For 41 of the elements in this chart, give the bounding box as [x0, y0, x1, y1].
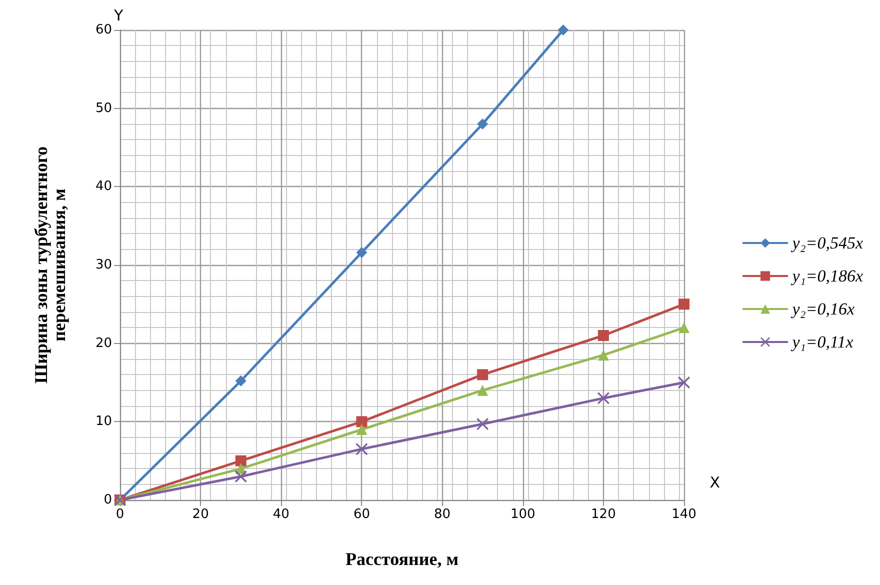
y-tick-label: 50: [95, 100, 112, 116]
point: [476, 418, 489, 430]
x-tick-label: 20: [192, 507, 209, 522]
x-tick-label: 100: [510, 507, 536, 522]
x-tick-label: 140: [672, 507, 696, 522]
x-tick-label: 80: [434, 507, 451, 522]
legend-label: y₂=0,16x: [790, 300, 855, 318]
y-tick-label: 40: [95, 179, 112, 194]
y-tick-label: 20: [95, 336, 112, 351]
x-tick-label: 120: [591, 507, 616, 522]
point: [356, 424, 368, 435]
legend-label: y₁=0,11x: [790, 332, 854, 352]
point: [356, 416, 368, 428]
point: [477, 118, 488, 130]
text: Y: [113, 6, 124, 24]
y-tick-label: 60: [95, 22, 112, 38]
y-tick-label: 0: [104, 492, 112, 508]
point: [356, 443, 368, 456]
point: [234, 470, 247, 482]
point: [598, 330, 609, 341]
point: [678, 322, 690, 334]
point: [477, 369, 488, 380]
point: [356, 246, 368, 258]
y-tick-label: 10: [95, 414, 112, 430]
point: [558, 24, 569, 36]
point: [477, 384, 488, 396]
x-tick-label: 0: [116, 507, 124, 522]
legend-label: y₂=0,545x: [790, 234, 864, 252]
point: [598, 350, 609, 361]
y-axis-title: Ширина зоны турбулентного перемешивания, м: [31, 146, 69, 384]
x-tick-label: 60: [353, 507, 370, 522]
y-tick-label: 30: [95, 258, 112, 272]
x-axis-title: Расстояние, м: [346, 549, 458, 569]
text: X: [710, 474, 720, 492]
point: [235, 455, 246, 466]
x-tick-label: 40: [272, 507, 290, 522]
point: [678, 298, 690, 310]
point: [597, 392, 610, 404]
legend-label: y₁=0,186x: [790, 266, 864, 286]
point: [235, 375, 246, 386]
point: [678, 376, 690, 388]
